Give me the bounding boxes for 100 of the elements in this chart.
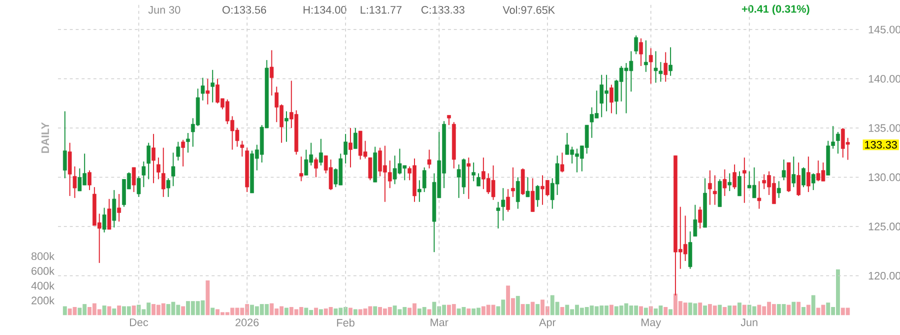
bar: [112, 308, 116, 316]
annotation: Jun 30: [148, 6, 180, 14]
x-tick-label: Jun: [740, 318, 758, 326]
annotation: Vol:97.65K: [502, 6, 555, 14]
candlestick: [806, 156, 810, 193]
bar: [530, 302, 535, 316]
candlestick: [368, 157, 372, 181]
candlestick: [88, 170, 92, 191]
candlestick: [132, 166, 136, 193]
bar: [210, 308, 215, 316]
candlestick: [136, 176, 141, 198]
candlestick: [712, 174, 717, 206]
candlestick: [501, 188, 506, 222]
candlestick: [447, 114, 451, 126]
annotation: +0.41 (0.31%): [742, 4, 810, 15]
candlestick: [506, 188, 510, 212]
y2-tick-label: 600k: [32, 266, 55, 275]
bar: [668, 309, 673, 316]
y2-tick-label: 200k: [32, 296, 55, 304]
candlestick: [693, 204, 698, 237]
candlestick: [530, 178, 535, 212]
bar: [792, 302, 796, 316]
bar: [466, 308, 471, 316]
candlestick: [476, 172, 480, 187]
candlestick: [344, 134, 348, 164]
candlestick: [200, 77, 205, 102]
bar: [318, 309, 323, 316]
candlestick: [757, 180, 762, 210]
bar: [520, 304, 525, 316]
candlestick: [648, 48, 653, 84]
candlestick: [171, 152, 176, 187]
candlestick: [240, 140, 244, 158]
candlestick: [738, 170, 742, 197]
candlestick: [72, 166, 77, 199]
bar: [427, 309, 432, 316]
candlestick: [536, 184, 540, 208]
x-tick-label: 2026: [236, 318, 259, 326]
x-tick-label: Mar: [430, 318, 448, 326]
bar: [117, 306, 122, 316]
bar: [181, 306, 186, 316]
bar: [373, 306, 378, 316]
candlestick: [353, 128, 358, 150]
candlestick: [152, 134, 156, 184]
annotation: L:131.77: [360, 6, 402, 14]
candlestick: [802, 166, 806, 188]
candlestick: [664, 52, 668, 82]
candlestick: [422, 166, 426, 193]
candlestick: [161, 147, 166, 198]
x-tick-label: May: [642, 318, 662, 328]
bar: [639, 306, 643, 316]
candlestick: [427, 149, 432, 169]
bar: [102, 306, 106, 316]
bar: [107, 306, 112, 316]
candlestick: [782, 159, 786, 181]
bar: [536, 304, 540, 316]
bar: [206, 280, 210, 316]
candlestick: [776, 180, 781, 199]
annotation: H:134.00: [304, 6, 346, 14]
candlestick: [560, 152, 564, 173]
annotation: O:133.56: [222, 6, 266, 14]
candlestick: [62, 110, 67, 179]
text: 133.33: [865, 141, 897, 149]
bar: [644, 308, 648, 316]
candlestick: [210, 70, 215, 103]
candlestick: [511, 166, 515, 198]
candlestick: [107, 198, 112, 230]
bar: [796, 302, 801, 316]
candlestick: [634, 35, 638, 55]
x-tick-label: Feb: [337, 318, 354, 327]
candlestick: [836, 132, 840, 154]
candlestick: [796, 162, 800, 197]
bar: [718, 304, 722, 316]
bar: [664, 307, 668, 316]
candlestick: [526, 176, 530, 198]
candlestick: [668, 46, 672, 76]
bar: [703, 306, 707, 316]
bar: [738, 302, 742, 316]
bar: [728, 306, 732, 316]
candlestick: [112, 190, 116, 228]
candlestick: [284, 110, 288, 142]
candlestick: [68, 142, 72, 197]
candlestick: [466, 157, 471, 200]
candlestick: [742, 157, 746, 204]
bar: [284, 308, 288, 316]
candlestick: [472, 162, 476, 182]
candlestick: [156, 157, 160, 180]
candlestick: [176, 141, 180, 162]
bar: [722, 307, 727, 316]
candlestick: [610, 84, 614, 114]
bar: [348, 308, 352, 316]
candlestick: [102, 207, 106, 233]
bar: [802, 307, 806, 316]
bar: [314, 308, 318, 316]
candlestick: [186, 132, 190, 154]
candlestick: [708, 170, 712, 206]
bar: [132, 306, 136, 316]
y2-tick-label: 400k: [31, 282, 55, 290]
x-tick-label: Apr: [539, 318, 556, 328]
candlestick: [348, 128, 352, 168]
candlestick: [299, 156, 304, 182]
